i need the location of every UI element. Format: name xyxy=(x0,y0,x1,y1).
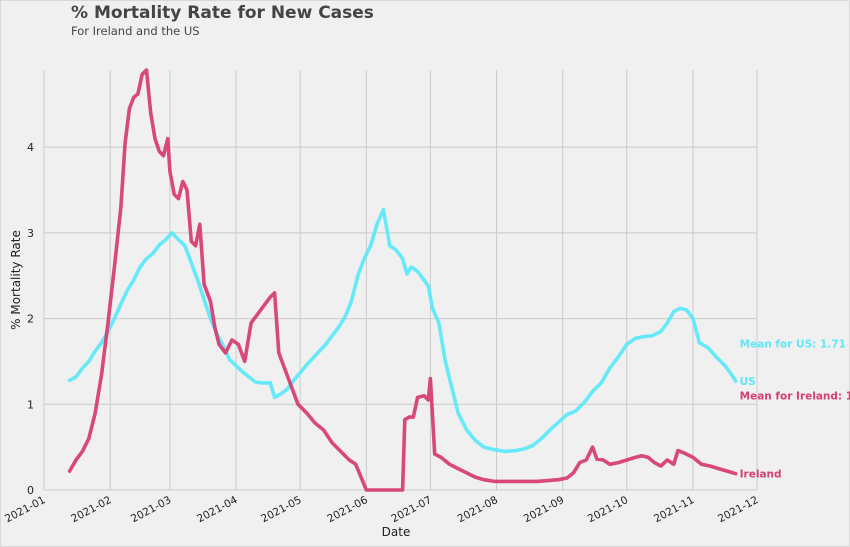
x-tick-label: 2021-09 xyxy=(522,494,566,525)
y-tick-label: 4 xyxy=(27,141,34,154)
series-annotations: US Mean for US: 1.71 Ireland Mean for Irela… xyxy=(740,338,850,480)
x-axis-label: Date xyxy=(382,525,411,539)
x-tick-label: 2021-04 xyxy=(195,494,240,525)
x-tick-label: 2021-01 xyxy=(3,494,47,525)
x-tick-label: 2021-02 xyxy=(69,494,113,525)
x-tick-label: 2021-03 xyxy=(129,494,173,525)
mean-label-us: Mean for US: 1.71 xyxy=(740,338,846,350)
y-tick-labels: 0 1 2 3 4 xyxy=(27,141,34,497)
y-tick-label: 2 xyxy=(27,313,34,326)
x-tick-label: 2021-08 xyxy=(456,494,500,525)
x-tick-label: 2021-12 xyxy=(716,494,760,525)
x-tick-label: 2021-11 xyxy=(652,494,696,525)
x-tick-label: 2021-06 xyxy=(325,494,370,525)
mean-label-ireland: Mean for Ireland: 1.1 xyxy=(740,391,850,403)
y-tick-label: 0 xyxy=(27,484,34,497)
x-tick-label: 2021-10 xyxy=(586,494,630,525)
series-line-us xyxy=(67,207,738,454)
grid-lines xyxy=(43,70,758,491)
x-tick-label: 2021-07 xyxy=(389,494,433,525)
series-lines xyxy=(67,68,738,492)
y-tick-label: 3 xyxy=(27,227,34,240)
series-line-ireland xyxy=(67,68,738,492)
chart-title: % Mortality Rate for New Cases xyxy=(71,3,374,23)
x-tick-labels: 2021-01 2021-02 2021-03 2021-04 2021-05 2021-… xyxy=(3,494,760,525)
y-tick-label: 1 xyxy=(27,398,34,411)
end-label-us: US xyxy=(740,376,756,388)
x-tick-label: 2021-05 xyxy=(259,494,303,525)
chart-subtitle: For Ireland and the US xyxy=(71,24,200,38)
y-axis-label: % Mortality Rate xyxy=(9,230,23,330)
end-label-ireland: Ireland xyxy=(740,469,782,481)
